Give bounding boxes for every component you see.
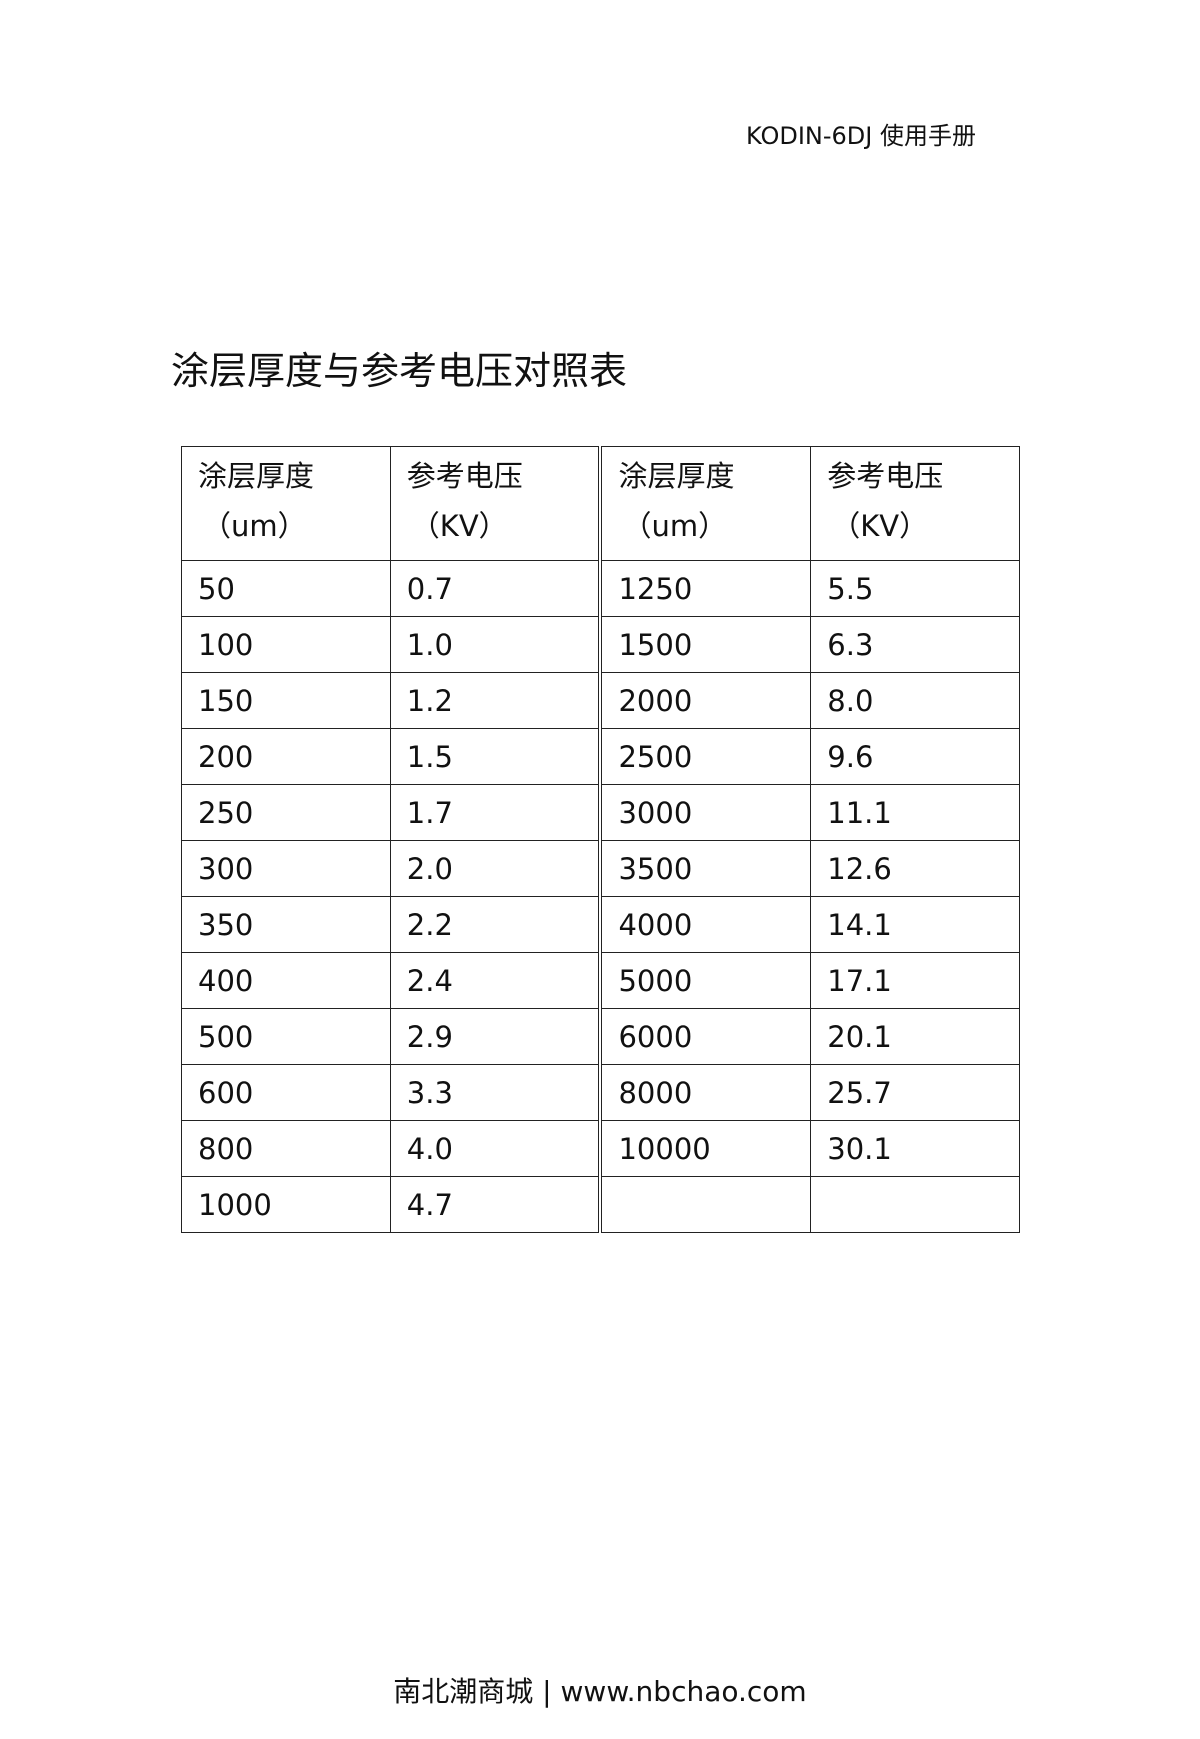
table-cell: 6000	[599, 1008, 812, 1065]
table-cell: 1.5	[389, 728, 603, 785]
table-cell: 50	[181, 560, 391, 617]
header-unit: （KV）	[831, 509, 929, 543]
header-label: 参考电压	[827, 459, 944, 493]
table-cell	[810, 1176, 1020, 1233]
running-header: KODIN-6DJ 使用手册	[746, 122, 976, 150]
table-row: 800 4.0 10000 30.1	[181, 1120, 1020, 1177]
table-cell: 2.4	[389, 952, 603, 1009]
table-cell: 4.7	[389, 1176, 603, 1233]
table-cell: 200	[181, 728, 391, 785]
table-row: 50 0.7 1250 5.5	[181, 560, 1020, 617]
header-label: 涂层厚度	[198, 459, 315, 493]
table-cell: 5000	[599, 952, 812, 1009]
table-cell: 250	[181, 784, 391, 841]
table-cell: 17.1	[810, 952, 1020, 1009]
table-cell	[599, 1176, 812, 1233]
table-cell: 600	[181, 1064, 391, 1121]
table-cell: 10000	[599, 1120, 812, 1177]
table-cell: 5.5	[810, 560, 1020, 617]
table-cell: 4.0	[389, 1120, 603, 1177]
page-title: 涂层厚度与参考电压对照表	[171, 349, 628, 393]
footer-watermark: 南北潮商城 | www.nbchao.com	[393, 1675, 807, 1708]
table-cell: 1250	[599, 560, 812, 617]
table-row: 600 3.3 8000 25.7	[181, 1064, 1020, 1121]
table-cell: 2000	[599, 672, 812, 729]
table-cell: 4000	[599, 896, 812, 953]
table-row: 500 2.9 6000 20.1	[181, 1008, 1020, 1065]
table-cell: 9.6	[810, 728, 1020, 785]
table-cell: 14.1	[810, 896, 1020, 953]
table-row: 100 1.0 1500 6.3	[181, 616, 1020, 673]
table-header-row: 涂层厚度 （um） 参考电压 （KV） 涂层厚度 （um） 参考电压 （KV）	[181, 446, 1020, 561]
table-cell: 1500	[599, 616, 812, 673]
table-cell: 6.3	[810, 616, 1020, 673]
table-cell: 1.0	[389, 616, 603, 673]
table-cell: 2.9	[389, 1008, 603, 1065]
table-row: 1000 4.7	[181, 1176, 1020, 1233]
header-cell: 涂层厚度 （um）	[599, 446, 812, 561]
table-row: 250 1.7 3000 11.1	[181, 784, 1020, 841]
table-cell: 2.0	[389, 840, 603, 897]
table-cell: 2.2	[389, 896, 603, 953]
table-cell: 800	[181, 1120, 391, 1177]
header-unit: （um）	[202, 509, 307, 543]
table-cell: 0.7	[389, 560, 603, 617]
table-cell: 3500	[599, 840, 812, 897]
table-cell: 20.1	[810, 1008, 1020, 1065]
header-label: 参考电压	[406, 459, 523, 493]
table-cell: 1.7	[389, 784, 603, 841]
table-cell: 25.7	[810, 1064, 1020, 1121]
table-cell: 30.1	[810, 1120, 1020, 1177]
header-cell: 涂层厚度 （um）	[181, 446, 391, 561]
table-cell: 400	[181, 952, 391, 1009]
table-cell: 2500	[599, 728, 812, 785]
table-cell: 150	[181, 672, 391, 729]
table-cell: 500	[181, 1008, 391, 1065]
table-row: 300 2.0 3500 12.6	[181, 840, 1020, 897]
header-unit: （um）	[622, 509, 728, 543]
table-row: 350 2.2 4000 14.1	[181, 896, 1020, 953]
header-cell: 参考电压 （KV）	[810, 446, 1020, 561]
table-row: 200 1.5 2500 9.6	[181, 728, 1020, 785]
table-cell: 1000	[181, 1176, 391, 1233]
table-cell: 8.0	[810, 672, 1020, 729]
table-row: 400 2.4 5000 17.1	[181, 952, 1020, 1009]
table-cell: 3.3	[389, 1064, 603, 1121]
table-row: 150 1.2 2000 8.0	[181, 672, 1020, 729]
table-cell: 8000	[599, 1064, 812, 1121]
table-cell: 300	[181, 840, 391, 897]
table-cell: 100	[181, 616, 391, 673]
header-cell: 参考电压 （KV）	[389, 446, 603, 561]
header-label: 涂层厚度	[618, 459, 735, 493]
table-cell: 11.1	[810, 784, 1020, 841]
table-cell: 350	[181, 896, 391, 953]
thickness-voltage-table: 涂层厚度 （um） 参考电压 （KV） 涂层厚度 （um） 参考电压 （KV） 50 0.…	[181, 446, 1020, 1233]
table-cell: 3000	[599, 784, 812, 841]
header-unit: （KV）	[410, 509, 508, 543]
table-cell: 12.6	[810, 840, 1020, 897]
table-cell: 1.2	[389, 672, 603, 729]
